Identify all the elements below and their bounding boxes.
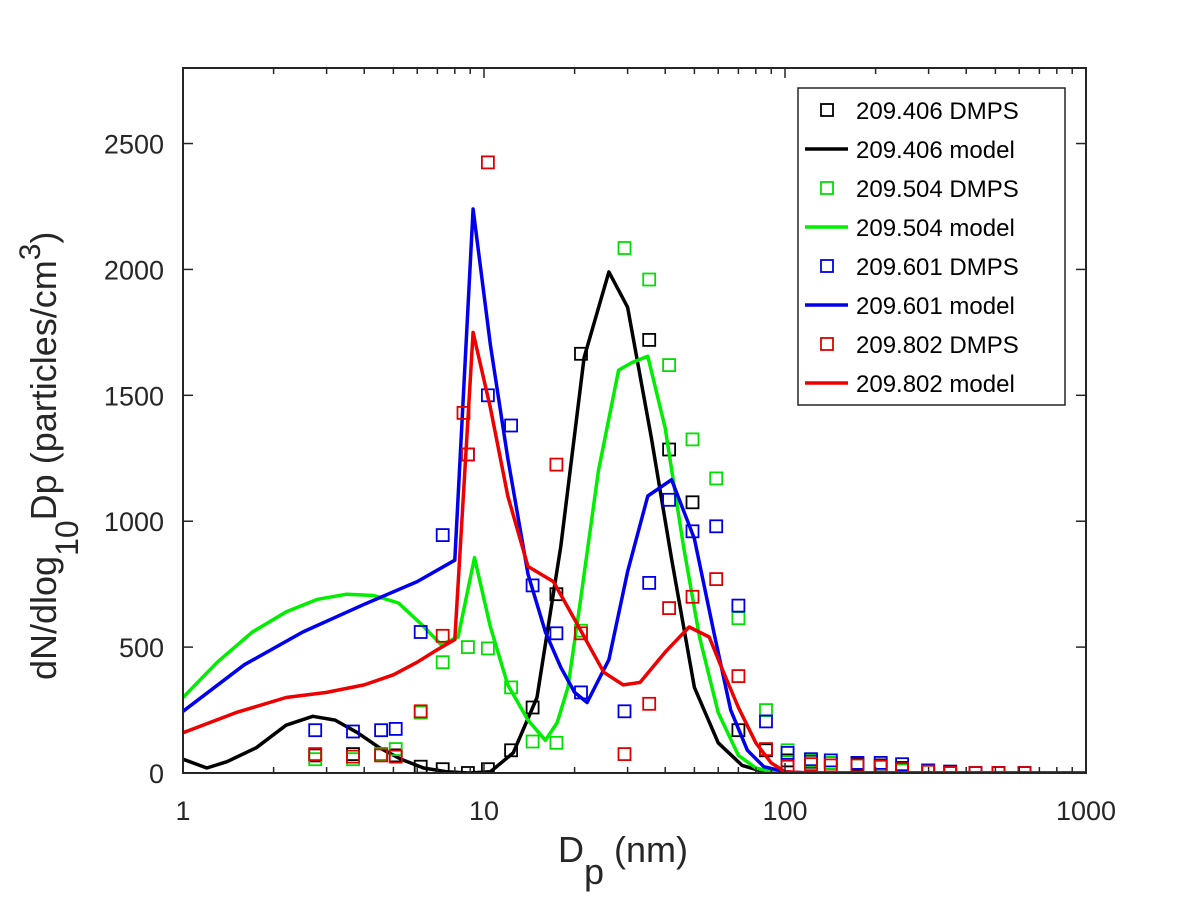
y-axis-title-part-c: ): [23, 232, 64, 244]
data-point-marker: [731, 598, 746, 613]
ticks-layer: 1 10 100 1000 0 500 1000 1500 2000 2500: [104, 68, 1116, 826]
data-point-marker: [435, 528, 450, 542]
data-point-marker: [709, 572, 724, 586]
data-point-marker: [374, 723, 389, 738]
y-axis-title-subscript: 10: [49, 520, 85, 556]
data-point-marker: [308, 723, 323, 738]
data-point-marker: [759, 714, 773, 729]
y-axis-title: dN/dlog10Dp (particles/cm3): [14, 232, 85, 680]
data-point-marker: [480, 155, 495, 170]
y-tick-label: 2500: [104, 130, 164, 160]
data-point-marker: [388, 742, 403, 756]
data-point-marker: [413, 625, 428, 639]
data-point-marker: [685, 589, 700, 604]
y-tick-label: 2000: [104, 255, 164, 285]
data-point-marker: [642, 272, 657, 287]
legend-entry-label: 209.504 model: [856, 215, 1015, 242]
data-point-marker: [388, 722, 403, 736]
data-point-marker: [709, 519, 724, 534]
data-point-marker: [731, 669, 746, 683]
data-point-marker: [308, 747, 323, 761]
data-point-marker: [991, 766, 1006, 773]
legend-entry-label: 209.601 model: [856, 293, 1015, 320]
data-point-marker: [685, 495, 700, 510]
legend-entry-label: 209.504 DMPS: [856, 176, 1019, 203]
data-point-marker: [574, 626, 588, 641]
series-line-1: [183, 270, 1086, 773]
data-point-marker: [662, 358, 676, 373]
legend-marker-swatch: [820, 337, 834, 351]
data-point-marker: [943, 766, 958, 773]
data-point-marker: [374, 748, 389, 763]
data-point-marker: [525, 734, 540, 749]
legend-entry-label: 209.406 model: [856, 137, 1015, 164]
data-point-marker: [435, 655, 450, 670]
data-point-marker: [480, 641, 495, 656]
x-tick-label: 1000: [1056, 796, 1116, 826]
legend-entry-label: 209.601 DMPS: [856, 254, 1019, 281]
axes-layer: [182, 67, 1087, 774]
x-tick-label: 100: [762, 796, 807, 826]
legend-entry-label: 209.406 DMPS: [856, 98, 1019, 125]
x-axis-title-rest: (nm): [604, 829, 688, 870]
y-axis-title-part-a: dN/dlog: [23, 556, 64, 680]
data-point-marker: [504, 418, 519, 433]
y-tick-label: 0: [149, 759, 164, 789]
data-point-marker: [388, 749, 403, 764]
x-tick-label: 10: [469, 796, 499, 826]
x-axis-title: Dp (nm): [558, 829, 688, 892]
data-point-marker: [460, 766, 475, 773]
legend-marker-swatch: [820, 103, 834, 117]
data-point-marker: [346, 724, 360, 739]
data-point-marker: [1017, 766, 1032, 773]
legend: 209.406 DMPS 209.406 model 209.504 DMPS 209…: [797, 87, 1066, 406]
x-tick-label: 1: [175, 796, 190, 826]
legend-entry-label: 209.802 DMPS: [856, 332, 1019, 359]
x-axis-title-subscript: p: [584, 851, 604, 892]
data-point-marker: [549, 457, 564, 472]
data-point-marker: [895, 762, 909, 773]
y-tick-label: 500: [119, 633, 164, 663]
y-axis-title-superscript: 3: [14, 244, 47, 261]
legend-entry-label: 209.802 model: [856, 371, 1015, 398]
y-axis-title-part-b: Dp (particles/cm: [23, 260, 64, 520]
data-point-marker: [435, 628, 450, 643]
data-point-marker: [617, 241, 632, 255]
data-point-marker: [642, 576, 657, 590]
data-point-marker: [968, 766, 983, 773]
data-point-marker: [804, 757, 818, 772]
data-point-marker: [617, 747, 632, 761]
series-line-3: [183, 354, 1086, 773]
data-point-marker: [685, 432, 700, 447]
data-point-marker: [617, 704, 632, 719]
data-point-marker: [662, 601, 676, 615]
x-axis-title-base: D: [558, 829, 584, 870]
legend-box: [797, 87, 1066, 406]
y-tick-label: 1500: [104, 381, 164, 411]
data-point-marker: [662, 492, 676, 507]
data-point-marker: [780, 746, 795, 760]
data-point-marker: [346, 749, 360, 764]
data-point-marker: [525, 700, 540, 715]
data-point-marker: [642, 332, 657, 347]
legend-marker-swatch: [820, 259, 834, 273]
data-point-marker: [709, 471, 724, 486]
y-tick-label: 1000: [104, 507, 164, 537]
plot-area-frame: [182, 67, 1087, 774]
data-point-marker: [413, 704, 428, 719]
data-point-marker: [642, 696, 657, 711]
data-point-marker: [549, 626, 564, 641]
data-point-marker: [549, 735, 564, 750]
data-point-marker: [460, 640, 475, 654]
legend-marker-swatch: [820, 181, 834, 195]
